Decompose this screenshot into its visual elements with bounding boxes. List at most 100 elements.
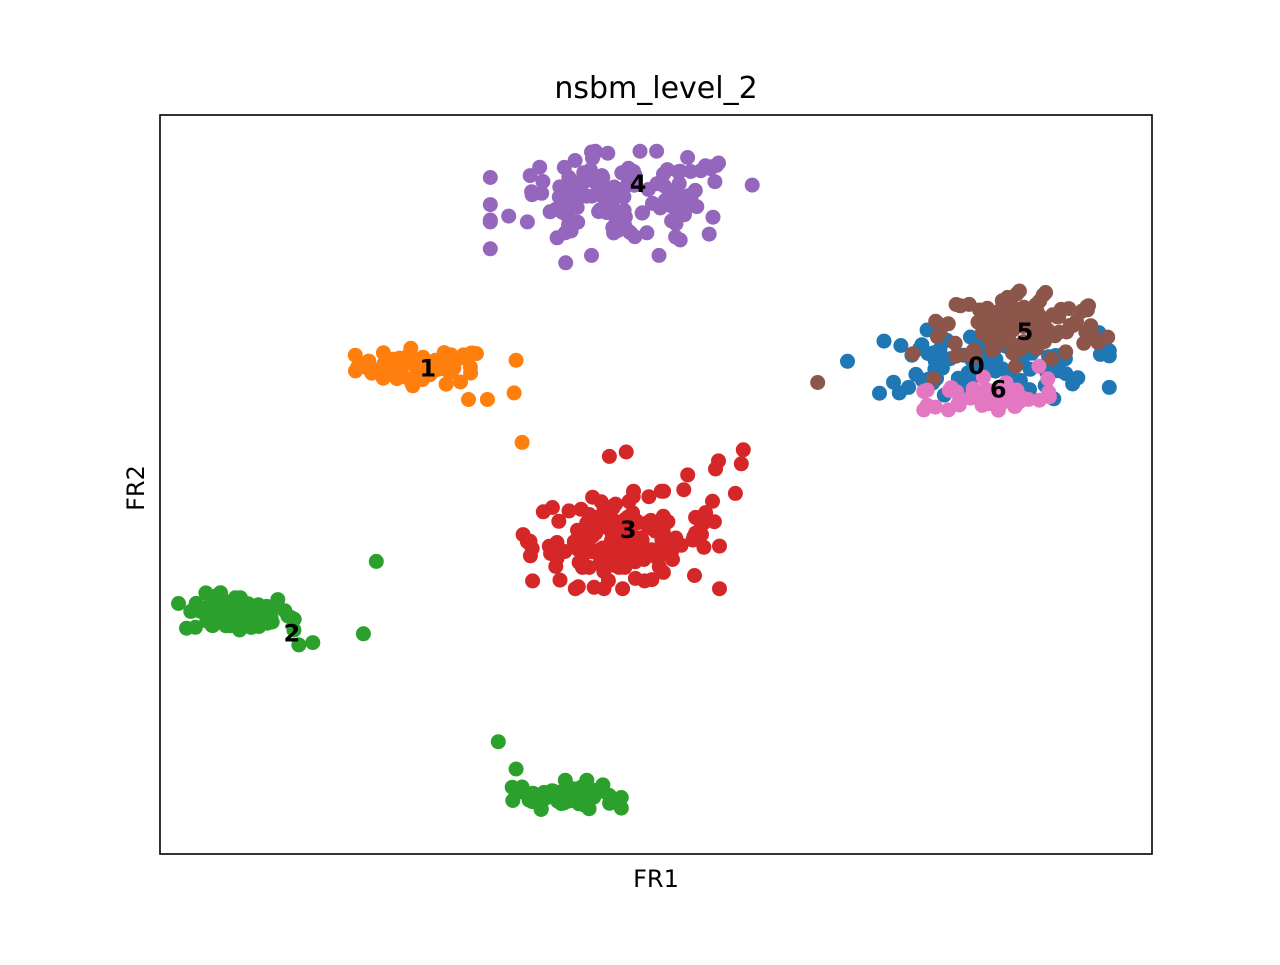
data-point — [548, 202, 563, 217]
data-point — [727, 485, 743, 501]
data-point — [521, 792, 537, 808]
data-point — [694, 527, 709, 542]
data-point — [571, 554, 587, 570]
data-point — [1058, 344, 1074, 360]
data-point — [613, 800, 629, 816]
data-point — [286, 622, 302, 638]
data-point — [605, 220, 621, 235]
data-point — [1062, 317, 1078, 333]
data-point — [482, 197, 498, 213]
data-point — [479, 392, 495, 407]
data-point — [1040, 371, 1056, 387]
data-point — [508, 352, 524, 368]
data-point — [558, 781, 574, 797]
data-point — [689, 199, 705, 215]
plot-frame — [159, 114, 1153, 855]
data-point — [640, 182, 656, 197]
data-point — [705, 209, 721, 225]
data-point — [368, 553, 384, 569]
data-point — [1100, 329, 1116, 345]
data-point — [609, 544, 625, 560]
data-point — [671, 176, 687, 192]
data-point — [967, 348, 983, 364]
data-point — [1011, 283, 1027, 299]
y-axis-label: FR2 — [122, 465, 150, 511]
cluster-label-4: 4 — [630, 170, 647, 198]
data-point — [614, 206, 630, 222]
data-point — [927, 353, 943, 369]
data-point — [601, 448, 617, 464]
data-point — [291, 637, 307, 653]
data-point — [501, 208, 517, 224]
data-point — [606, 181, 622, 197]
data-point — [625, 489, 641, 505]
data-point — [505, 793, 521, 808]
cluster-label-6: 6 — [990, 375, 1007, 403]
data-point — [1053, 301, 1069, 317]
data-point — [927, 399, 943, 415]
x-axis-label: FR1 — [633, 865, 679, 893]
data-point — [482, 241, 498, 257]
data-point — [514, 779, 530, 795]
data-point — [525, 573, 541, 589]
data-point — [990, 395, 1005, 411]
data-point — [347, 347, 363, 363]
series-6 — [916, 358, 1057, 418]
data-point — [550, 793, 566, 809]
data-point — [461, 392, 476, 407]
data-point — [567, 793, 583, 809]
chart-title: nsbm_level_2 — [554, 71, 757, 106]
data-point — [522, 168, 538, 184]
data-point — [1015, 319, 1031, 334]
data-point — [1101, 379, 1117, 395]
data-point — [649, 143, 665, 159]
data-point — [571, 188, 587, 204]
data-point — [570, 579, 586, 595]
data-point — [744, 177, 760, 193]
data-point — [1038, 285, 1054, 300]
data-point — [810, 375, 826, 390]
data-point — [948, 348, 964, 364]
data-point — [618, 444, 634, 460]
data-point — [603, 790, 619, 806]
data-point — [634, 205, 650, 221]
data-point — [587, 521, 603, 537]
data-point — [283, 610, 299, 625]
data-point — [901, 379, 917, 395]
data-point — [707, 174, 723, 190]
data-point — [1008, 358, 1023, 374]
data-point — [543, 545, 559, 561]
data-point — [680, 467, 696, 483]
data-point — [552, 572, 568, 588]
data-point — [1083, 328, 1098, 344]
data-point — [998, 375, 1014, 391]
data-point — [1009, 396, 1025, 412]
data-point — [482, 170, 498, 185]
data-point — [712, 538, 727, 554]
data-point — [608, 496, 624, 512]
data-point — [598, 203, 614, 219]
data-point — [438, 376, 454, 392]
data-point — [994, 318, 1009, 334]
data-point — [708, 461, 723, 477]
data-point — [187, 619, 203, 635]
data-point — [680, 150, 696, 165]
series-2 — [171, 553, 629, 817]
data-point — [584, 144, 599, 160]
data-point — [651, 247, 667, 263]
data-point — [952, 298, 968, 314]
data-point — [519, 214, 535, 230]
data-point — [508, 761, 524, 777]
data-point — [600, 573, 616, 589]
data-point — [205, 618, 221, 634]
data-point — [657, 192, 673, 208]
cluster-labels-layer: 0 1 2 3 4 5 6 — [284, 170, 1034, 647]
data-point — [556, 159, 572, 175]
data-point — [1000, 330, 1016, 345]
data-point — [549, 230, 565, 246]
data-point — [641, 489, 657, 505]
data-point — [1092, 346, 1108, 362]
data-point — [908, 366, 924, 382]
cluster-label-1: 1 — [419, 355, 436, 383]
